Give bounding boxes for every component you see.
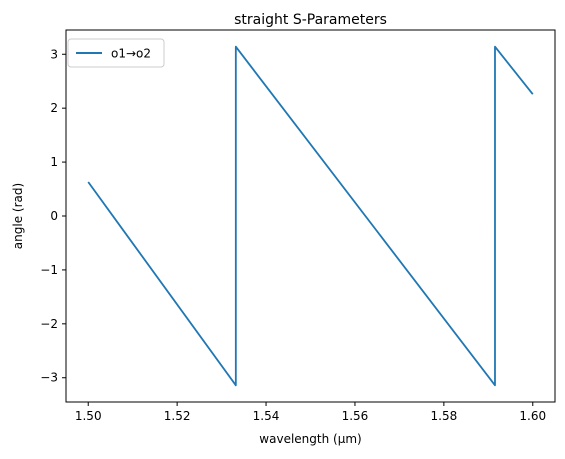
x-tick-label: 1.58 xyxy=(431,409,458,423)
x-tick-label: 1.54 xyxy=(253,409,280,423)
y-axis-ticks: −3 −2 −1 0 1 2 3 xyxy=(40,47,66,385)
legend-box xyxy=(67,38,165,68)
x-tick-label: 1.56 xyxy=(342,409,369,423)
x-axis-ticks: 1.50 1.52 1.54 1.56 1.58 1.60 xyxy=(75,402,546,423)
series-layer xyxy=(87,45,534,387)
legend-label: o1→o2 xyxy=(111,47,151,61)
plot-frame xyxy=(65,29,556,403)
y-tick-label: −3 xyxy=(40,371,58,385)
y-tick-label: 0 xyxy=(50,209,58,223)
x-axis-label: wavelength (µm) xyxy=(259,432,361,446)
x-tick-label: 1.52 xyxy=(164,409,191,423)
y-tick-label: 3 xyxy=(50,47,58,61)
chart-title: straight S-Parameters xyxy=(234,12,387,28)
legend: o1→o2 xyxy=(67,38,165,68)
x-tick-label: 1.60 xyxy=(519,409,546,423)
y-tick-label: −2 xyxy=(40,317,58,331)
y-tick-label: 1 xyxy=(50,155,58,169)
series-line xyxy=(87,45,534,387)
x-tick-label: 1.50 xyxy=(75,409,102,423)
y-tick-label: −1 xyxy=(40,263,58,277)
y-tick-label: 2 xyxy=(50,101,58,115)
plot-background xyxy=(66,30,555,402)
y-axis-label: angle (rad) xyxy=(11,183,25,249)
